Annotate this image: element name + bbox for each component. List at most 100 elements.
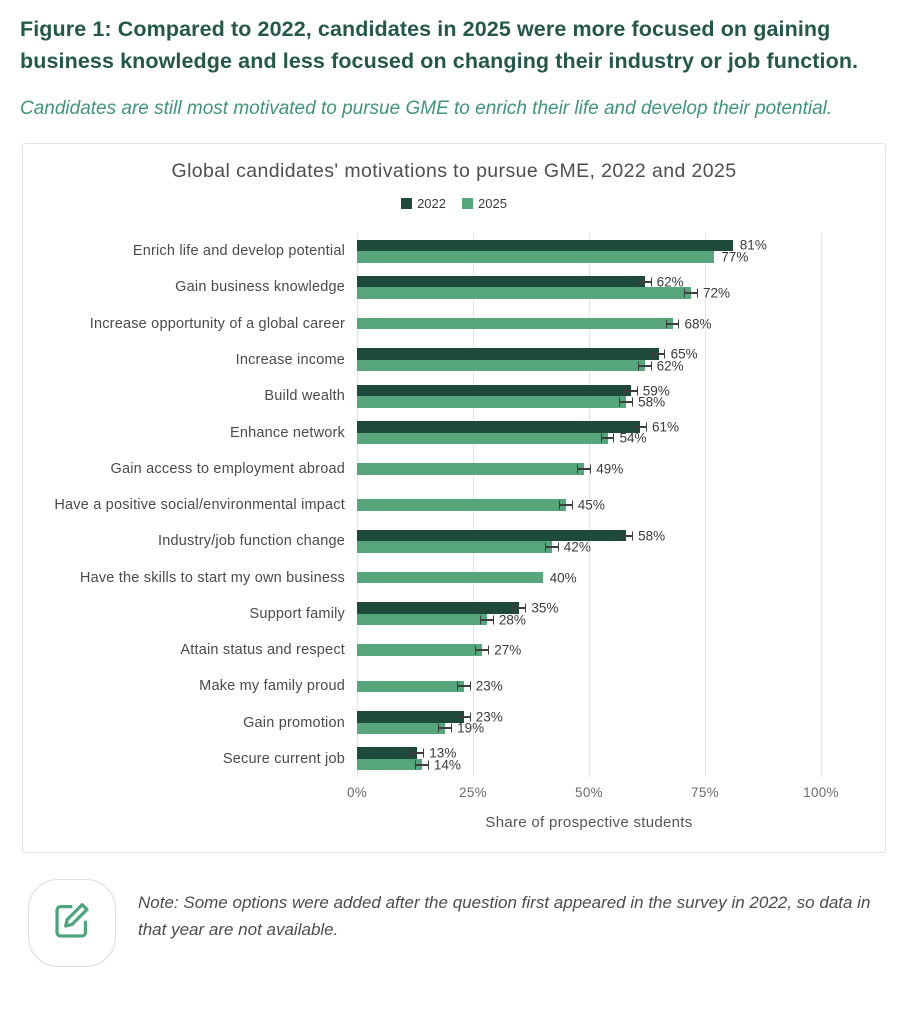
bar-fill-2025 — [357, 644, 483, 656]
error-bar — [577, 464, 592, 474]
row-bars: 45% — [357, 487, 821, 523]
row-bars: 62% 72% — [357, 269, 821, 305]
axis-tick: 75% — [691, 785, 719, 801]
row-bars: 49% — [357, 451, 821, 487]
chart-row: Attain status and respect 27% — [23, 632, 885, 668]
plot-rows: Enrich life and develop potential 81% 77% G… — [23, 233, 885, 777]
bar-2025: 68% — [357, 316, 821, 331]
chart-row: Industry/job function change 58% 42% — [23, 523, 885, 559]
category-label: Increase income — [235, 351, 345, 368]
error-bar — [410, 748, 425, 758]
edit-note-icon — [49, 898, 95, 949]
category-label: Have the skills to start my own business — [79, 569, 345, 586]
bar-fill-2025 — [357, 251, 715, 263]
row-bars: 35% 28% — [357, 596, 821, 632]
chart-row: Have a positive social/environmental imp… — [23, 487, 885, 523]
bar-fill-2025 — [357, 680, 464, 693]
note-section: Note: Some options were added after the … — [28, 879, 886, 968]
gridline — [705, 233, 706, 778]
bar-2025: 49% — [357, 461, 821, 476]
value-label: 23% — [475, 709, 503, 725]
bar-2022: 62% — [357, 274, 821, 289]
x-axis-label: Share of prospective students — [485, 814, 693, 832]
bar-2022: 81% — [357, 237, 821, 253]
legend-label-2025: 2025 — [478, 196, 507, 212]
legend-swatch-2022 — [401, 198, 413, 210]
chart-card: Global candidates' motivations to pursue… — [22, 143, 886, 854]
bar-fill-2022 — [357, 747, 418, 759]
error-bar — [619, 397, 634, 407]
category-label: Support family — [249, 605, 345, 622]
row-bars: 58% 42% — [357, 523, 821, 559]
axis-tick: 0% — [346, 785, 368, 801]
error-bar — [558, 500, 573, 510]
bar-2025: 58% — [357, 395, 821, 410]
bar-fill-2022 — [357, 239, 733, 252]
error-bar — [480, 615, 494, 625]
bar-fill-2022 — [357, 421, 640, 433]
bar-fill-2025 — [357, 571, 543, 584]
value-label: 28% — [498, 612, 526, 628]
row-bars: 68% — [357, 306, 821, 342]
chart-row: Have the skills to start my own business… — [23, 559, 885, 595]
chart-row: Build wealth 59% 58% — [23, 378, 885, 414]
bar-fill-2025 — [357, 287, 692, 299]
error-bar — [623, 386, 638, 395]
bar-fill-2022 — [357, 602, 520, 614]
error-bar — [415, 760, 429, 770]
row-bars: 13% 14% — [357, 741, 821, 777]
legend-item-2022: 2022 — [401, 196, 446, 211]
bar-fill-2022 — [357, 711, 464, 723]
value-label: 59% — [642, 383, 670, 398]
gridline — [589, 233, 590, 778]
error-bar — [438, 723, 453, 733]
bar-2025: 42% — [357, 539, 821, 555]
legend-item-2025: 2025 — [462, 196, 507, 211]
chart-row: Enhance network 61% 54% — [23, 414, 885, 450]
bar-2025: 40% — [357, 570, 821, 585]
chart-row: Secure current job 13% 14% — [23, 741, 885, 777]
bar-2025: 14% — [357, 757, 821, 772]
chart-row: Support family 35% 28% — [23, 596, 885, 632]
category-label: Make my family proud — [199, 678, 345, 695]
value-label: 42% — [563, 539, 591, 555]
bar-fill-2025 — [357, 463, 585, 475]
value-label: 77% — [721, 249, 749, 265]
bar-fill-2022 — [357, 529, 627, 542]
bar-2022: 35% — [357, 600, 821, 616]
category-label: Increase opportunity of a global career — [89, 315, 345, 332]
bar-fill-2025 — [357, 541, 552, 553]
error-bar — [619, 531, 634, 541]
category-label: Build wealth — [264, 388, 345, 405]
row-bars: 23% 19% — [357, 705, 821, 741]
error-bar — [665, 319, 680, 329]
chart-legend: 2022 2025 — [23, 196, 885, 211]
error-bar — [633, 422, 647, 432]
chart-row: Increase income 65% 62% — [23, 342, 885, 378]
figure-title: Figure 1: Compared to 2022, candidates i… — [20, 17, 859, 73]
gridline — [821, 233, 822, 778]
chart-row: Enrich life and develop potential 81% 77% — [23, 233, 885, 269]
axis-tick: 50% — [575, 785, 603, 801]
category-label: Have a positive social/environmental imp… — [54, 497, 345, 514]
bar-fill-2025 — [357, 613, 487, 626]
value-label: 27% — [494, 642, 522, 658]
value-label: 54% — [619, 430, 647, 446]
chart-row: Gain promotion 23% 19% — [23, 705, 885, 741]
bar-2022: 13% — [357, 746, 821, 761]
chart-row: Increase opportunity of a global career 6… — [23, 306, 885, 342]
value-label: 81% — [739, 237, 767, 253]
error-bar — [637, 277, 652, 287]
bar-2025: 62% — [357, 358, 821, 373]
error-bar — [684, 288, 698, 298]
category-label: Gain access to employment abroad — [110, 460, 345, 477]
axis-tick: 100% — [803, 785, 839, 801]
error-bar — [456, 712, 471, 722]
bar-2025: 45% — [357, 498, 821, 513]
category-label: Enrich life and develop potential — [132, 243, 345, 260]
value-label: 19% — [457, 720, 485, 736]
bar-fill-2022 — [357, 384, 631, 397]
error-bar — [512, 603, 527, 613]
row-bars: 27% — [357, 632, 821, 668]
value-label: 35% — [531, 600, 559, 616]
